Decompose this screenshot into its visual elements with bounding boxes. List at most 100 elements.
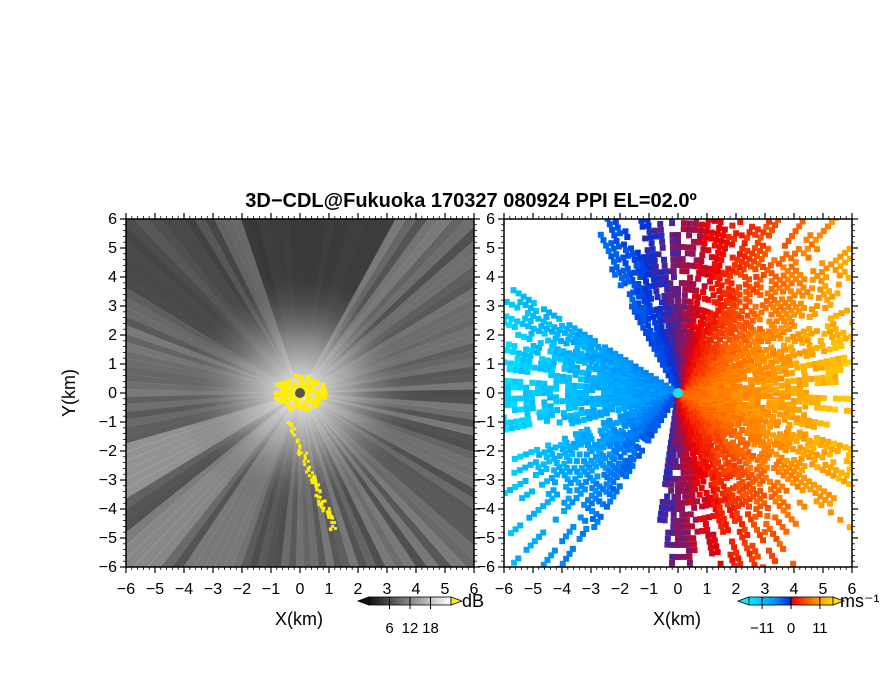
velocity-pixel	[772, 379, 779, 386]
velocity-pixel	[553, 491, 560, 498]
velocity-pixel	[649, 270, 656, 277]
velocity-pixel	[620, 267, 627, 274]
velocity-pixel	[830, 440, 837, 447]
velocity-pixel	[754, 226, 761, 233]
velocity-pixel	[790, 402, 797, 409]
velocity-pixel	[679, 517, 686, 524]
velocity-pixel	[563, 358, 570, 365]
velocity-pixel	[779, 390, 785, 396]
velocity-pixel	[497, 428, 503, 434]
velocity-pixel	[793, 475, 800, 482]
velocity-pixel	[829, 446, 836, 453]
velocity-pixel	[668, 292, 675, 299]
velocity-pixel	[823, 444, 830, 451]
velocity-pixel	[768, 494, 775, 501]
velocity-pixel	[765, 338, 772, 344]
velocity-pixel	[823, 265, 830, 272]
velocity-pixel	[512, 367, 519, 374]
velocity-pixel	[653, 325, 660, 332]
velocity-pixel	[671, 286, 678, 293]
velocity-pixel	[657, 226, 664, 233]
velocity-pixel	[694, 498, 701, 505]
velocity-pixel	[761, 467, 768, 474]
velocity-pixel	[707, 544, 714, 551]
velocity-pixel	[559, 538, 566, 545]
snr-overrange-pixel	[278, 383, 283, 388]
velocity-pixel	[802, 398, 809, 405]
velocity-pixel	[827, 302, 834, 308]
velocity-pixel	[827, 464, 834, 471]
velocity-pixel	[768, 486, 775, 493]
velocity-pixel	[626, 159, 632, 165]
velocity-pixel	[700, 446, 707, 453]
velocity-pixel	[786, 358, 793, 365]
velocity-pixel	[771, 351, 778, 358]
velocity-pixel	[805, 478, 812, 485]
velocity-pixel	[773, 591, 779, 597]
velocity-pixel	[797, 444, 804, 451]
velocity-pixel	[801, 503, 808, 510]
velocity-pixel	[493, 345, 499, 351]
snr-overrange-pixel	[316, 495, 320, 499]
velocity-pixel	[800, 416, 807, 423]
velocity-pixel	[691, 455, 698, 462]
velocity-pixel	[540, 561, 547, 567]
velocity-pixel	[735, 555, 742, 562]
velocity-pixel	[813, 344, 820, 351]
velocity-pixel	[739, 258, 746, 265]
velocity-pixel	[789, 410, 796, 417]
velocity-pixel	[699, 252, 706, 259]
velocity-pixel	[577, 396, 584, 403]
velocity-pixel	[778, 400, 785, 407]
velocity-pixel	[737, 561, 744, 567]
velocity-pixel	[799, 219, 806, 225]
velocity-pixel	[773, 438, 780, 445]
velocity-pixel	[569, 420, 576, 427]
velocity-pixel	[694, 300, 701, 307]
velocity-pixel	[700, 390, 707, 397]
velocity-pixel	[504, 319, 507, 326]
velocity-pixel	[741, 526, 748, 533]
velocity-pixel	[778, 393, 785, 400]
velocity-pixel	[717, 294, 724, 301]
velocity-pixel	[693, 287, 700, 294]
velocity-pixel	[547, 348, 554, 355]
velocity-pixel	[529, 400, 536, 407]
velocity-pixel	[665, 298, 672, 305]
velocity-pixel	[719, 183, 725, 189]
snr-overrange-pixel	[293, 373, 298, 378]
velocity-pixel	[725, 344, 732, 351]
velocity-pixel	[488, 290, 494, 296]
y-tick-label: 1	[486, 356, 495, 373]
velocity-pixel	[558, 323, 565, 329]
snr-overrange-pixel	[296, 404, 301, 409]
snr-overrange-pixel	[317, 483, 321, 487]
velocity-pixel	[607, 442, 614, 449]
velocity-pixel	[619, 362, 626, 369]
velocity-pixel	[687, 274, 694, 281]
velocity-pixel	[571, 397, 578, 404]
velocity-pixel	[680, 553, 687, 560]
velocity-pixel	[733, 483, 740, 490]
velocity-pixel	[789, 233, 796, 240]
snr-overrange-pixel	[318, 490, 322, 494]
velocity-pixel	[610, 478, 617, 485]
velocity-pixel	[683, 517, 690, 524]
velocity-pixel	[675, 292, 681, 298]
velocity-pixel	[582, 356, 589, 363]
velocity-pixel	[543, 314, 550, 320]
velocity-pixel	[675, 542, 681, 548]
velocity-pixel	[635, 268, 642, 275]
velocity-pixel	[830, 339, 837, 346]
velocity-pixel	[613, 383, 620, 390]
velocity-pixel	[519, 320, 526, 327]
velocity-pixel	[728, 280, 735, 287]
y-tick-label: 4	[108, 269, 117, 286]
velocity-pixel	[813, 328, 820, 335]
velocity-pixel	[610, 368, 617, 375]
velocity-pixel	[825, 368, 832, 375]
velocity-pixel	[781, 318, 788, 325]
velocity-pixel	[731, 563, 738, 567]
velocity-pixel	[541, 385, 548, 392]
velocity-pixel	[543, 325, 550, 332]
